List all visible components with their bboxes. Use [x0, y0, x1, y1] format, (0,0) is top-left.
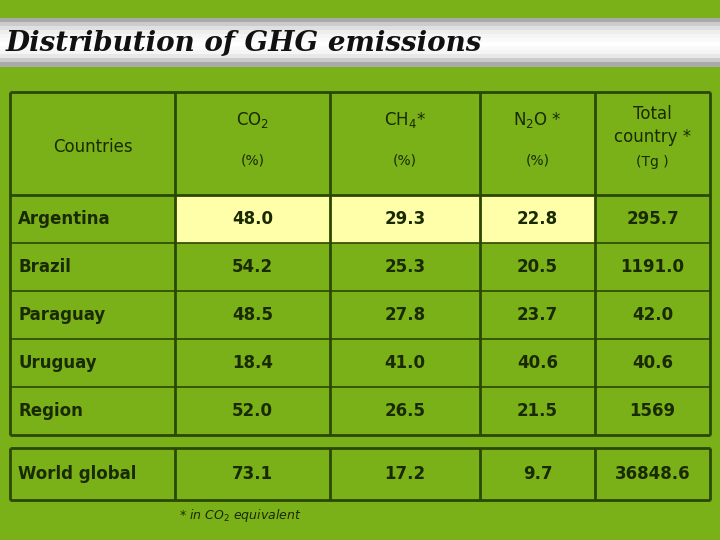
Text: 295.7: 295.7 [626, 210, 679, 228]
Bar [0, 18, 720, 23]
Bar [0, 42, 720, 46]
Bar [0, 58, 720, 63]
Bar [0, 34, 720, 38]
Text: 1569: 1569 [629, 402, 675, 420]
Bar [0, 0, 720, 18]
Text: Argentina: Argentina [18, 210, 111, 228]
Text: 52.0: 52.0 [232, 402, 273, 420]
Text: CO$_2$: CO$_2$ [236, 110, 269, 130]
Bar [0, 22, 720, 26]
Text: 54.2: 54.2 [232, 258, 273, 276]
Text: 25.3: 25.3 [384, 258, 426, 276]
Text: 73.1: 73.1 [232, 465, 273, 483]
Text: 26.5: 26.5 [384, 402, 426, 420]
Bar [0, 66, 720, 92]
Text: 40.6: 40.6 [632, 354, 673, 372]
Text: (%): (%) [526, 153, 549, 167]
Bar [0, 46, 720, 51]
Text: World global: World global [18, 465, 136, 483]
Bar [10, 92, 710, 500]
Text: 20.5: 20.5 [517, 258, 558, 276]
Text: Distribution of GHG emissions: Distribution of GHG emissions [6, 30, 482, 57]
Text: 48.0: 48.0 [232, 210, 273, 228]
Text: CH$_4$*: CH$_4$* [384, 110, 426, 130]
Text: 1191.0: 1191.0 [621, 258, 685, 276]
Text: 27.8: 27.8 [384, 306, 426, 324]
Text: 18.4: 18.4 [232, 354, 273, 372]
Bar [0, 30, 720, 35]
Text: Region: Region [18, 402, 83, 420]
Bar [0, 62, 720, 66]
Text: 17.2: 17.2 [384, 465, 426, 483]
Text: * in CO$_2$ equivalent: * in CO$_2$ equivalent [179, 507, 302, 523]
Text: N$_2$O *: N$_2$O * [513, 110, 562, 130]
Bar [0, 26, 720, 30]
Text: Countries: Countries [53, 138, 132, 157]
Text: 36848.6: 36848.6 [615, 465, 690, 483]
Text: 9.7: 9.7 [523, 465, 552, 483]
Bar [0, 38, 720, 43]
Text: 21.5: 21.5 [517, 402, 558, 420]
Text: (%): (%) [393, 153, 417, 167]
Bar [0, 50, 720, 55]
Text: 42.0: 42.0 [632, 306, 673, 324]
Text: Total: Total [633, 105, 672, 123]
Text: 22.8: 22.8 [517, 210, 558, 228]
Text: Uruguay: Uruguay [18, 354, 96, 372]
Bar [0, 54, 720, 58]
Text: 41.0: 41.0 [384, 354, 426, 372]
Text: (%): (%) [240, 153, 264, 167]
Text: Paraguay: Paraguay [18, 306, 105, 324]
Text: 40.6: 40.6 [517, 354, 558, 372]
Text: 48.5: 48.5 [232, 306, 273, 324]
Text: Brazil: Brazil [18, 258, 71, 276]
Text: 29.3: 29.3 [384, 210, 426, 228]
Text: (Tg ): (Tg ) [636, 155, 669, 169]
Bar [175, 195, 595, 243]
Text: 23.7: 23.7 [517, 306, 558, 324]
Text: country *: country * [614, 128, 691, 146]
